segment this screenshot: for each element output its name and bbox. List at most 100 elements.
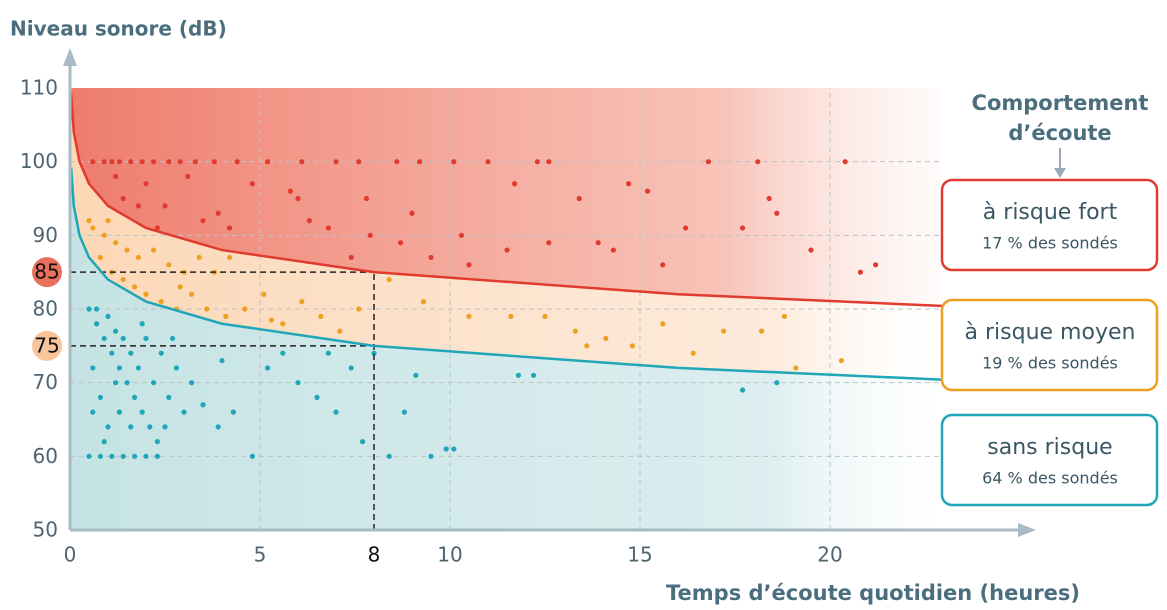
point [268, 317, 274, 323]
point [143, 181, 149, 187]
point [306, 218, 312, 224]
legend-box [940, 413, 1159, 507]
point [143, 453, 149, 459]
point [185, 173, 191, 179]
point [774, 210, 780, 216]
point [838, 357, 845, 364]
point [128, 424, 134, 430]
point [86, 453, 92, 459]
point [394, 159, 400, 165]
point [158, 350, 164, 356]
point [531, 372, 537, 378]
point [116, 159, 122, 165]
legend-name: à risque moyen [965, 320, 1136, 345]
point [128, 159, 134, 165]
legend-name: à risque fort [983, 200, 1118, 225]
point [204, 306, 210, 312]
point [154, 439, 160, 445]
point [143, 291, 149, 297]
x-axis-label: Temps d’écoute quotidien (heures) [666, 581, 1080, 605]
legend-arrow-head [1054, 168, 1066, 178]
point [280, 321, 286, 327]
point [740, 225, 746, 231]
point [109, 453, 115, 459]
x-tick-label: 10 [437, 543, 462, 567]
point [398, 240, 404, 246]
point [603, 335, 609, 342]
point [189, 291, 195, 297]
point [386, 276, 392, 283]
x-tick-label: 8 [368, 543, 381, 567]
point [189, 380, 195, 386]
point [124, 380, 130, 386]
point [451, 446, 457, 452]
point [363, 195, 369, 202]
point [295, 195, 301, 202]
point [873, 262, 879, 268]
point [116, 365, 122, 371]
point [97, 254, 103, 261]
legend-title: Comportement [972, 91, 1149, 115]
point [200, 218, 206, 224]
x-tick-label: 5 [254, 543, 267, 567]
point [485, 159, 491, 165]
point [318, 313, 324, 319]
legend-box [940, 178, 1159, 272]
points [86, 159, 879, 459]
point [181, 409, 187, 415]
threshold-curve [69, 93, 945, 308]
legend-share: 64 % des sondés [982, 469, 1118, 488]
point [242, 306, 248, 312]
point [132, 453, 138, 459]
point [325, 225, 331, 231]
point [162, 424, 168, 430]
point [94, 321, 100, 327]
point [101, 159, 107, 165]
point [139, 159, 145, 165]
x-axis-arrow [1018, 523, 1036, 537]
point [280, 350, 286, 356]
point [90, 365, 96, 371]
point [154, 225, 160, 231]
point [793, 365, 799, 371]
point [295, 380, 301, 386]
point [755, 159, 761, 165]
point [576, 195, 582, 202]
point [417, 159, 423, 165]
point [86, 306, 92, 312]
point [211, 159, 217, 165]
point [443, 446, 449, 452]
point [287, 188, 293, 194]
point [101, 335, 107, 342]
point [151, 380, 157, 386]
point [409, 210, 415, 216]
point [101, 439, 107, 445]
point [504, 247, 510, 253]
x-tick-label: 15 [627, 543, 652, 567]
point [147, 424, 153, 430]
point [139, 321, 145, 327]
point [105, 313, 111, 319]
point [413, 372, 419, 378]
point [90, 409, 96, 415]
point [466, 262, 472, 268]
point [166, 159, 172, 165]
point [120, 276, 126, 283]
point [151, 159, 157, 165]
point [534, 159, 541, 165]
y-tick-label: 90 [33, 223, 58, 247]
tick-highlight [32, 330, 62, 361]
point [200, 402, 206, 408]
point [143, 335, 149, 342]
point [451, 159, 457, 165]
x-tick-label: 0 [64, 543, 77, 567]
point [105, 424, 111, 430]
point [97, 394, 103, 400]
point [367, 232, 373, 238]
point [135, 254, 141, 261]
point [90, 159, 96, 165]
point [132, 394, 138, 400]
y-tick-label: 100 [20, 149, 58, 173]
point [660, 262, 666, 268]
